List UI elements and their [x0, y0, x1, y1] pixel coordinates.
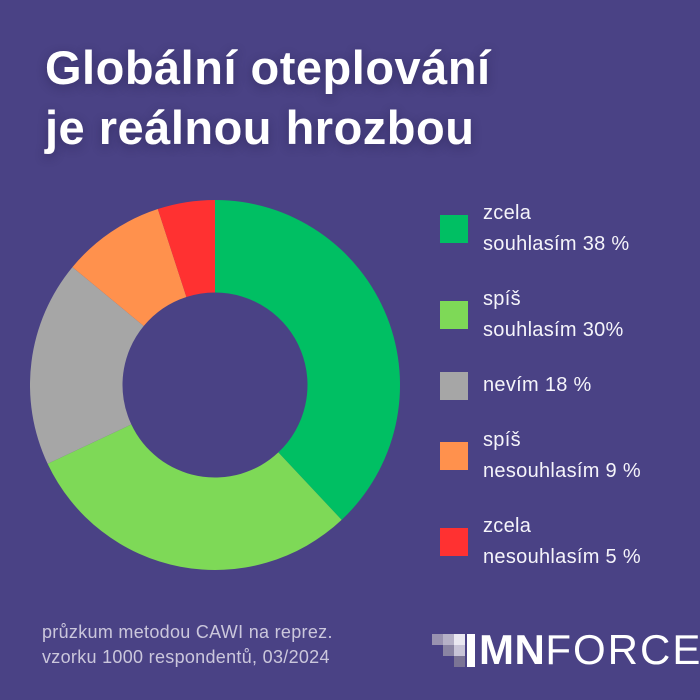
logo-pixel: [454, 655, 465, 667]
legend-label: spíš: [483, 429, 521, 451]
footer-line2: vzorku 1000 respondentů, 03/2024: [42, 647, 330, 667]
donut-segment-zcela-souhlasím: [215, 200, 400, 520]
page-title-line2: je reálnou hrozbou: [45, 101, 475, 154]
mnforce-logo: MN FORCE: [432, 626, 700, 673]
donut-chart: [30, 200, 400, 570]
donut-segment-nevím: [30, 267, 144, 464]
donut-segment-spíš-souhlasím: [47, 424, 342, 570]
logo-pixel: [443, 644, 454, 656]
mnforce-logo-text-light: FORCE: [545, 626, 700, 673]
legend-item-zcela-souhlasim: zcela souhlasím 38 %: [440, 198, 680, 260]
mnforce-logo-bar: [467, 633, 475, 667]
legend-swatch-green: [440, 215, 468, 243]
logo-pixel: [443, 633, 454, 645]
mnforce-pixel-icon: [432, 633, 465, 667]
logo-pixel: [454, 644, 465, 656]
legend-item-spis-nesouhlasim: spíš nesouhlasím 9 %: [440, 425, 680, 487]
chart-legend: zcela souhlasím 38 % spíš souhlasím 30% …: [440, 198, 680, 573]
survey-methodology-note: průzkum metodou CAWI na reprez. vzorku 1…: [42, 620, 333, 670]
legend-item-zcela-nesouhlasim: zcela nesouhlasím 5 %: [440, 511, 680, 573]
legend-label: nevím 18 %: [483, 374, 592, 396]
legend-label: nesouhlasím 5 %: [483, 546, 641, 568]
legend-swatch-orange: [440, 442, 468, 470]
legend-item-spis-souhlasim: spíš souhlasím 30%: [440, 284, 680, 346]
footer-line1: průzkum metodou CAWI na reprez.: [42, 622, 333, 642]
legend-label: zcela: [483, 515, 532, 537]
mnforce-logo-text-bold: MN: [479, 626, 546, 673]
legend-label: nesouhlasím 9 %: [483, 460, 641, 482]
legend-swatch-red: [440, 528, 468, 556]
logo-pixel: [454, 633, 465, 645]
donut-chart-svg: [30, 200, 400, 570]
donut-segment-zcela-nesouhlasím: [157, 200, 215, 298]
page-title: Globální oteplování je reálnou hrozbou: [45, 38, 491, 158]
page-title-line1: Globální oteplování: [45, 41, 491, 94]
donut-segment-spíš-nesouhlasím: [72, 209, 187, 327]
legend-swatch-gray: [440, 371, 468, 400]
logo-pixel: [432, 633, 443, 645]
legend-label: souhlasím 30%: [483, 319, 624, 341]
legend-label: zcela: [483, 202, 532, 224]
legend-label: spíš: [483, 288, 521, 310]
legend-label: souhlasím 38 %: [483, 233, 630, 255]
legend-swatch-light-green: [440, 301, 468, 329]
legend-item-nevim: nevím 18 %: [440, 370, 680, 401]
